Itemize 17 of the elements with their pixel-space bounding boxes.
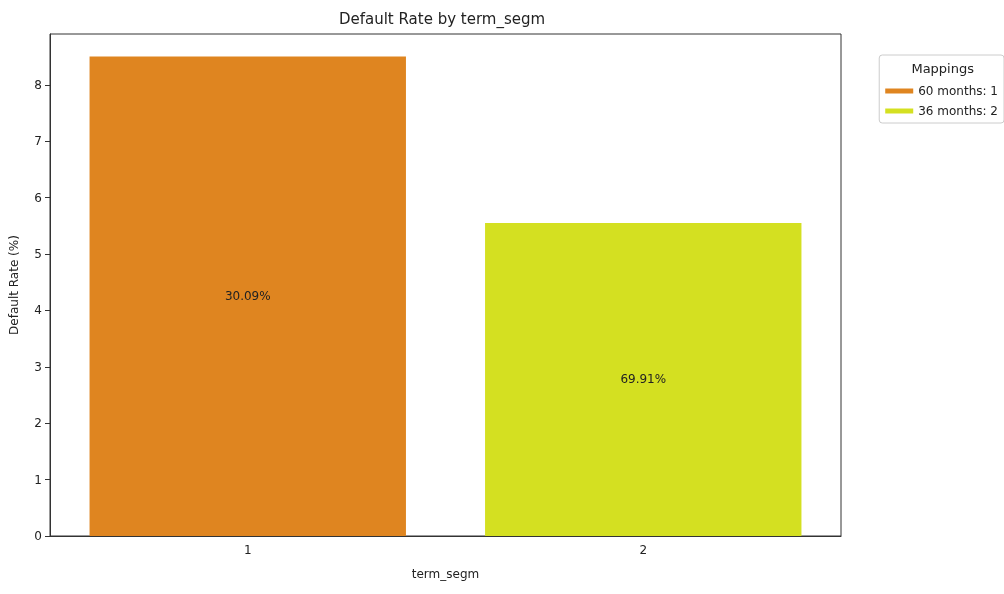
y-tick-label: 4 (34, 303, 42, 318)
y-tick-label: 3 (34, 359, 42, 374)
y-tick-label: 1 (34, 472, 42, 487)
y-tick-label: 5 (34, 246, 42, 261)
y-tick-label: 2 (34, 416, 42, 431)
chart-title: Default Rate by term_segm (338, 9, 546, 29)
y-tick-label: 8 (34, 77, 42, 92)
legend-title: Mappings (911, 61, 975, 76)
legend-label: 36 months: 2 (918, 104, 999, 118)
legend-label: 60 months: 1 (918, 84, 999, 98)
annotation: 30.09% (224, 289, 271, 304)
y-axis-title: Default Rate (%) (7, 235, 21, 335)
annotation: 69.91% (620, 372, 667, 387)
x-axis-title: term_segm (411, 567, 480, 581)
y-tick-label: 0 (34, 529, 42, 543)
y-tick-label: 6 (34, 190, 42, 205)
y-tick-label: 7 (34, 134, 42, 149)
